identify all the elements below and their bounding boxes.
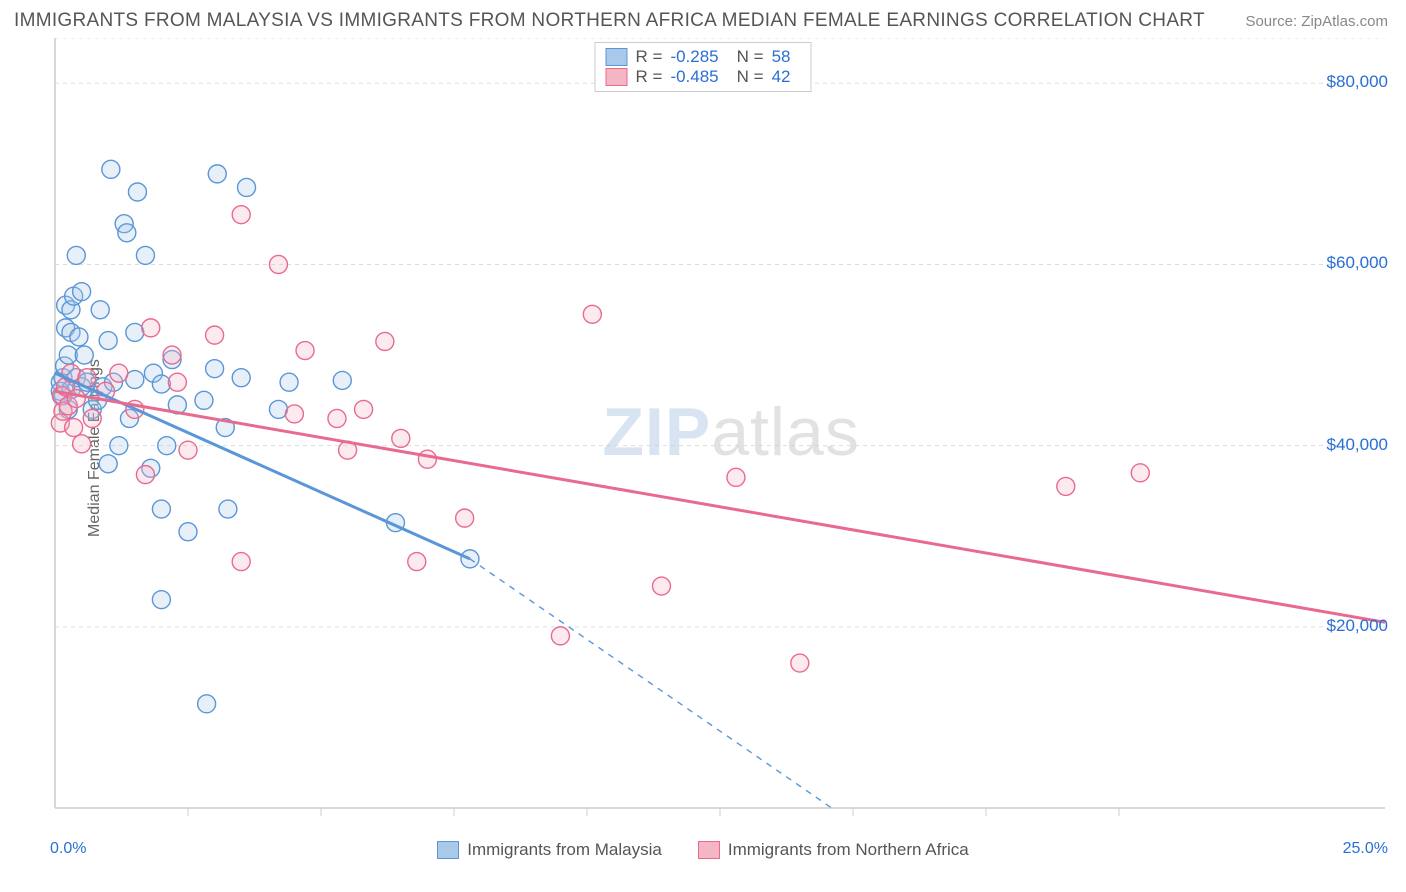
stat-r-value: -0.485 <box>670 67 718 87</box>
stat-n-label: N = <box>737 67 764 87</box>
series-swatch <box>698 841 720 859</box>
stat-r-value: -0.285 <box>670 47 718 67</box>
stats-row: R = -0.285 N = 58 <box>606 47 801 67</box>
legend-item: Immigrants from Northern Africa <box>698 840 969 860</box>
stat-n-value: 42 <box>772 67 791 87</box>
legend-label: Immigrants from Northern Africa <box>728 840 969 860</box>
correlation-stats-box: R = -0.285 N = 58 R = -0.485 N = 42 <box>595 42 812 92</box>
stats-row: R = -0.485 N = 42 <box>606 67 801 87</box>
series-swatch <box>437 841 459 859</box>
y-axis-tick-label: $80,000 <box>1327 72 1388 92</box>
y-axis-tick-label: $60,000 <box>1327 253 1388 273</box>
series-swatch <box>606 48 628 66</box>
stat-n-label: N = <box>737 47 764 67</box>
stat-r-label: R = <box>636 47 663 67</box>
legend-label: Immigrants from Malaysia <box>467 840 662 860</box>
chart-area: Median Female Earnings ZIPatlas R =-0.28… <box>0 38 1406 858</box>
source-attribution: Source: ZipAtlas.com <box>1245 13 1388 30</box>
header: IMMIGRANTS FROM MALAYSIA VS IMMIGRANTS F… <box>0 0 1406 38</box>
y-axis-tick-label: $20,000 <box>1327 616 1388 636</box>
stat-r-label: R = <box>636 67 663 87</box>
y-axis-tick-label: $40,000 <box>1327 435 1388 455</box>
scatter-plot-svg <box>0 38 1406 858</box>
series-swatch <box>606 68 628 86</box>
stat-n-value: 58 <box>772 47 791 67</box>
chart-title: IMMIGRANTS FROM MALAYSIA VS IMMIGRANTS F… <box>14 10 1205 32</box>
legend-item: Immigrants from Malaysia <box>437 840 662 860</box>
bottom-legend: Immigrants from Malaysia Immigrants from … <box>0 840 1406 860</box>
